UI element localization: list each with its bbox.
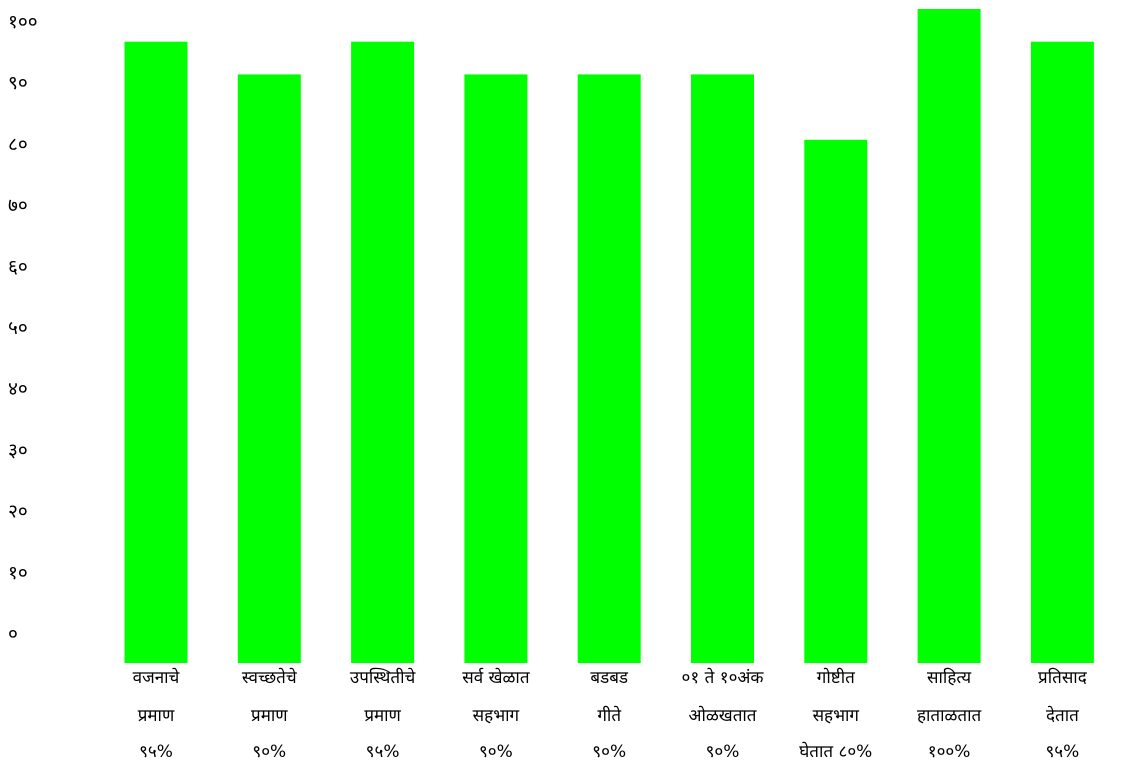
bar: [577, 74, 641, 663]
x-category-label: ओळखतात: [689, 705, 757, 726]
x-category-label: वजनाचे: [133, 667, 181, 688]
bar: [691, 74, 754, 663]
bars: [124, 9, 1094, 664]
bar: [124, 41, 188, 663]
x-category-label: सर्व खेळात: [462, 667, 530, 688]
x-axis: वजनाचे प्रमाण ९५% स्वच्छतेचे प्रमाण ९०% उपस्थि…: [133, 667, 1088, 762]
x-category-label: साहित्य: [927, 667, 972, 688]
bar: [804, 139, 868, 664]
y-tick-label: २०: [8, 501, 28, 523]
x-category-label: १००%: [928, 742, 971, 762]
x-category-label: गोष्टीत: [817, 667, 855, 688]
x-category-label: घेतात ८०%: [799, 741, 872, 762]
y-tick-label: ३०: [8, 439, 28, 461]
x-category-label: उपस्थितीचे: [350, 667, 417, 688]
x-category-label: स्वच्छतेचे: [242, 667, 298, 688]
x-category-label: ९०%: [479, 742, 513, 762]
y-tick-label: ६०: [8, 256, 28, 278]
y-tick-label: १०: [8, 562, 28, 584]
y-tick-label: ४०: [8, 378, 28, 400]
x-category-label: बडबड: [590, 668, 629, 688]
x-category-label: ९०%: [706, 742, 740, 762]
y-tick-label: ८०: [8, 133, 28, 155]
x-category-label: ९०%: [252, 742, 286, 762]
x-category-label: प्रमाण: [251, 706, 288, 726]
x-category-label: ९०%: [592, 742, 626, 762]
y-tick-label: ५०: [8, 317, 28, 339]
bar: [917, 9, 981, 663]
x-category-label: सहभाग: [473, 706, 520, 726]
x-category-label: ९५%: [366, 742, 400, 762]
y-tick-label: १००: [8, 11, 38, 33]
bar: [464, 74, 528, 663]
y-axis: ० १० २० ३० ४० ५० ६० ७० ८० ९० १००: [8, 11, 38, 645]
bar: [237, 74, 301, 663]
x-category-label: देतात: [1046, 705, 1079, 726]
x-category-label: ९५%: [139, 742, 173, 762]
x-category-label: ९५%: [1045, 742, 1079, 762]
x-category-label: प्रतिसाद: [1038, 667, 1088, 688]
bar: [1030, 41, 1094, 663]
y-tick-label: ०: [8, 623, 18, 645]
x-category-label: प्रमाण: [138, 706, 175, 726]
y-tick-label: ७०: [8, 195, 28, 217]
x-category-label: ०१ ते १०अंक: [682, 667, 765, 688]
x-category-label: प्रमाण: [364, 706, 401, 726]
y-tick-label: ९०: [8, 72, 28, 94]
x-category-label: हाताळतात: [917, 706, 982, 726]
x-category-label: सहभाग: [813, 706, 860, 726]
x-category-label: गीते: [597, 705, 621, 726]
bar: [351, 41, 415, 663]
